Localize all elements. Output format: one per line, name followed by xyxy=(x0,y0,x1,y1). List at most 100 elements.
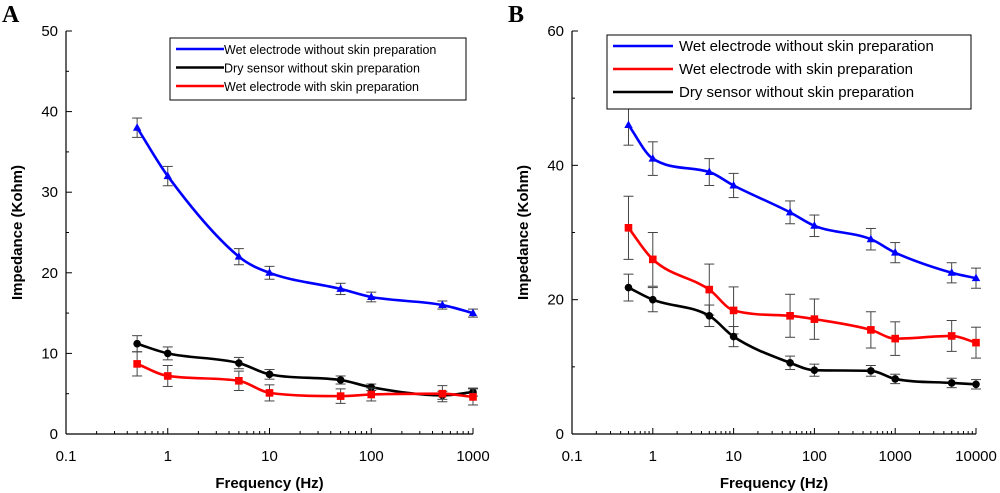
panel-b-series-1 xyxy=(623,104,981,289)
series-line xyxy=(136,362,474,399)
data-point xyxy=(891,248,900,256)
panel-a-xtick-label: 1 xyxy=(164,448,172,465)
data-point xyxy=(729,180,738,189)
panel-a-legend: Wet electrode without skin preparation Dr… xyxy=(169,37,467,101)
legend-box xyxy=(606,34,972,110)
data-point xyxy=(133,339,141,348)
data-point xyxy=(438,389,447,398)
data-point xyxy=(705,285,714,294)
panel-a-x-axis-title: Frequency (Hz) xyxy=(215,475,323,492)
series-line xyxy=(627,124,977,280)
data-point xyxy=(867,326,875,334)
panel-a-ytick-label: 20 xyxy=(41,265,58,282)
panel-a-series-3 xyxy=(132,351,478,406)
data-point xyxy=(648,154,657,162)
data-point xyxy=(649,295,657,304)
legend-entry: Wet electrode with skin preparation xyxy=(679,61,913,78)
series-line xyxy=(136,127,474,315)
data-point xyxy=(972,380,980,389)
data-point xyxy=(163,372,172,380)
legend-entry: Dry sensor without skin preparation xyxy=(224,62,420,76)
data-point xyxy=(891,334,899,343)
panel-a-ytick-label: 50 xyxy=(41,23,58,40)
data-point xyxy=(705,167,714,176)
panel-a-xtick-label: 100 xyxy=(359,448,384,465)
panel-b-xtick-label: 100 xyxy=(802,448,827,465)
panel-b-series-3 xyxy=(623,273,981,390)
panel-a-ytick-label: 0 xyxy=(50,426,58,443)
data-point xyxy=(336,392,345,400)
data-point xyxy=(133,360,141,368)
panel-b-x-axis-title: Frequency (Hz) xyxy=(720,475,828,492)
data-point xyxy=(367,390,376,399)
data-point xyxy=(367,383,376,392)
data-point xyxy=(163,171,172,180)
panel-b: 0 20 40 60 0.1 1 10 100 1000 10000 Frequency (Hz) I… xyxy=(515,23,997,492)
panel-a: 0 10 20 30 40 50 0.1 1 10 100 1000 Frequency (Hz) Im… xyxy=(9,23,490,492)
panel-letter-a: A xyxy=(2,2,20,28)
panel-a-xtick-label: 0.1 xyxy=(56,448,77,465)
panel-b-ytick-label: 0 xyxy=(556,426,564,443)
legend-entry: Wet electrode without skin preparation xyxy=(224,43,436,57)
data-point xyxy=(947,332,956,340)
series-line xyxy=(136,342,474,397)
panel-a-ytick-label: 10 xyxy=(41,345,58,362)
panel-b-ytick-label: 60 xyxy=(547,23,564,40)
panel-a-xtick-label: 1000 xyxy=(456,448,489,465)
data-point xyxy=(438,300,447,309)
data-point xyxy=(729,306,738,315)
data-point xyxy=(235,359,243,367)
panel-a-series-1 xyxy=(132,117,478,318)
data-point xyxy=(367,292,376,300)
data-point xyxy=(265,389,274,397)
data-point xyxy=(336,284,345,292)
data-point xyxy=(649,255,657,264)
data-point xyxy=(786,311,794,320)
panel-b-xtick-label: 0.1 xyxy=(562,448,583,465)
data-point xyxy=(866,234,876,243)
data-point xyxy=(234,252,244,260)
data-point xyxy=(624,223,633,232)
panel-b-xtick-label: 10000 xyxy=(955,448,997,465)
panel-b-y-axis-title: Impedance (Kohm) xyxy=(515,165,532,300)
data-point xyxy=(265,370,274,379)
data-point xyxy=(469,393,477,401)
data-point xyxy=(810,315,819,323)
series-line xyxy=(627,286,977,386)
panel-letter-b: B xyxy=(508,2,524,28)
data-point xyxy=(235,377,243,385)
panel-a-ytick-label: 40 xyxy=(41,104,58,121)
panel-b-xtick-label: 10 xyxy=(725,448,742,465)
data-point xyxy=(265,268,274,276)
panel-a-y-axis-title: Impedance (Kohm) xyxy=(9,165,26,300)
data-point xyxy=(624,120,633,129)
panel-b-xtick-label: 1 xyxy=(649,448,657,465)
data-point xyxy=(971,273,981,282)
data-point xyxy=(163,349,172,358)
data-point xyxy=(972,338,980,347)
data-point xyxy=(729,332,738,341)
data-point xyxy=(786,359,794,367)
data-point xyxy=(132,123,142,131)
data-point xyxy=(468,308,478,317)
panel-a-xtick-label: 10 xyxy=(261,448,278,465)
panel-a-ytick-label: 30 xyxy=(41,184,58,201)
data-point xyxy=(785,207,795,216)
panel-b-ytick-label: 20 xyxy=(547,292,564,309)
series-line xyxy=(627,227,977,344)
data-point xyxy=(705,311,714,320)
legend-entry: Wet electrode with skin preparation xyxy=(224,80,419,94)
data-point xyxy=(336,376,345,384)
data-point xyxy=(891,375,899,383)
data-point xyxy=(947,379,956,387)
data-point xyxy=(810,221,819,229)
panel-b-xtick-label: 1000 xyxy=(879,448,912,465)
panel-b-ytick-label: 40 xyxy=(547,157,564,174)
panel-a-series-2 xyxy=(132,335,478,400)
data-point xyxy=(810,366,819,374)
panel-b-legend: Wet electrode without skin preparation We… xyxy=(606,34,972,110)
legend-entry: Wet electrode without skin preparation xyxy=(679,38,934,55)
data-point xyxy=(947,268,956,276)
